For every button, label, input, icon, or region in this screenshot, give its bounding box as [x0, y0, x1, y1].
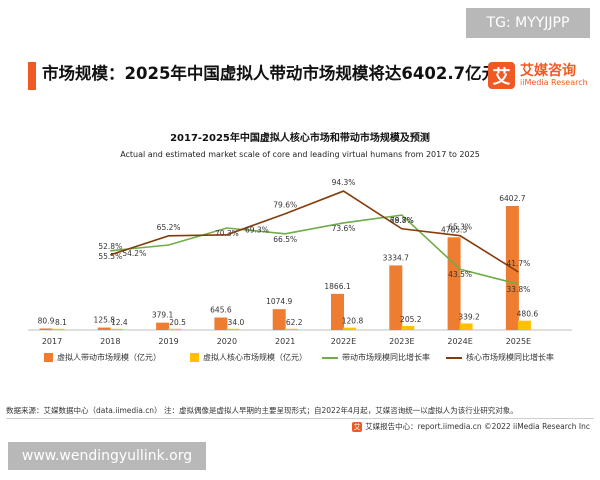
report-center-icon: 艾: [352, 422, 363, 432]
legend-swatch-orange: [44, 353, 53, 362]
bar-leading-market: [389, 265, 403, 330]
data-label-leading-growth: 43.5%: [448, 270, 472, 279]
x-tick-label: 2021: [275, 337, 295, 346]
chart-title: 2017-2025年中国虚拟人核心市场和带动市场规模及预测: [170, 133, 430, 144]
bar-leading-market: [214, 317, 228, 330]
data-label-core-market: 339.2: [458, 312, 480, 321]
x-tick-label: 2018: [100, 337, 120, 346]
iimedia-logo: 艾 艾媒咨询 iiMedia Research: [488, 62, 592, 90]
bar-leading-market: [39, 328, 53, 330]
legend-item-core-growth: 核心市场规模同比增长率: [446, 352, 554, 363]
watermark-bottom: www.wendingyullink.org: [8, 442, 206, 470]
data-label-core-growth: 52.8%: [98, 242, 122, 251]
data-label-core-market: 62.2: [286, 318, 303, 327]
data-label-core-market: 120.8: [342, 317, 364, 326]
data-label-leading-market: 1074.9: [266, 297, 292, 306]
legend-label: 虚拟人核心市场规模（亿元）: [203, 353, 307, 362]
footer-text: 艾媒报告中心：report.iimedia.cn ©2022 iiMedia R…: [365, 422, 590, 431]
legend-item-leading-growth: 带动市场规模同比增长率: [322, 352, 430, 363]
data-label-leading-market: 125.8: [94, 316, 116, 325]
bar-leading-market: [272, 309, 286, 330]
bar-core-market: [343, 327, 356, 330]
line-leading-growth: [110, 214, 519, 285]
bar-core-market: [401, 326, 415, 330]
data-label-core-growth: 94.3%: [332, 178, 356, 187]
data-label-leading-market: 645.6: [210, 305, 232, 314]
x-tick-label: 2025E: [506, 337, 531, 346]
legend-swatch-green-line: [322, 356, 338, 359]
bar-core-market: [459, 323, 473, 330]
data-label-core-growth: 69.8%: [390, 216, 414, 225]
logo-english-name: iiMedia Research: [520, 78, 588, 87]
data-label-core-market: 34.0: [228, 318, 245, 327]
data-label-leading-growth: 73.6%: [332, 224, 356, 233]
x-tick-label: 2019: [158, 337, 178, 346]
data-label-core-market: 480.6: [517, 310, 539, 319]
legend-swatch-brown-line: [446, 356, 462, 359]
data-label-core-market: 12.4: [111, 318, 128, 327]
legend-swatch-yellow: [190, 353, 199, 362]
chart-subtitle: Actual and estimated market scale of cor…: [120, 150, 480, 159]
bar-core-market: [109, 328, 123, 330]
data-label-leading-market: 80.9: [38, 316, 55, 325]
legend-label: 核心市场规模同比增长率: [466, 353, 554, 362]
data-label-core-growth: 79.6%: [273, 201, 297, 210]
bar-leading-market: [156, 322, 170, 330]
footer-credit: 艾艾媒报告中心：report.iimedia.cn ©2022 iiMedia …: [352, 421, 590, 432]
data-label-extra: 69.3%: [245, 226, 269, 235]
legend-item-leading-market: 虚拟人带动市场规模（亿元）: [44, 352, 161, 363]
bar-core-market: [168, 328, 182, 330]
x-tick-label: 2020: [217, 337, 237, 346]
data-label-core-growth: 41.7%: [506, 259, 530, 268]
source-note: 数据来源：艾媒数据中心（data.iimedia.cn） 注：虚拟偶像是虚拟人早…: [6, 406, 518, 415]
bar-core-market: [517, 320, 531, 330]
bar-core-market: [284, 328, 298, 330]
bar-core-market: [51, 328, 65, 330]
title-accent-bar: [28, 62, 36, 90]
data-label-leading-growth: 70.3%: [215, 229, 239, 238]
data-label-leading-market: 4785.3: [441, 225, 467, 234]
logo-name: 艾媒咨询: [520, 63, 576, 79]
watermark-top: TG: MYYJJPP: [466, 8, 590, 38]
data-label-leading-growth: 33.8%: [506, 285, 530, 294]
data-label-leading-growth: 78.7%: [390, 216, 414, 225]
x-tick-label: 2022E: [331, 337, 356, 346]
data-label-leading-market: 1866.1: [324, 282, 350, 291]
data-label-leading-market: 6402.7: [499, 194, 525, 203]
bar-leading-market: [97, 327, 111, 330]
bar-core-market: [226, 328, 240, 330]
footer-divider: [6, 418, 594, 419]
x-tick-label: 2023E: [389, 337, 414, 346]
data-label-leading-market: 3334.7: [383, 253, 409, 262]
legend-label: 虚拟人带动市场规模（亿元）: [57, 353, 161, 362]
legend-label: 带动市场规模同比增长率: [342, 353, 430, 362]
data-label-leading-growth: 55.5%: [98, 252, 122, 261]
legend-item-core-market: 虚拟人核心市场规模（亿元）: [190, 352, 307, 363]
page-title: 市场规模：2025年中国虚拟人带动市场规模将达6402.7亿元: [42, 64, 499, 83]
data-label-core-growth: 65.3%: [448, 223, 472, 232]
bar-leading-market: [331, 293, 344, 330]
x-tick-label: 2017: [42, 337, 62, 346]
line-core-growth: [110, 190, 519, 273]
data-label-leading-growth: 66.5%: [273, 235, 297, 244]
x-tick-label: 2024E: [447, 337, 472, 346]
data-label-core-growth: 65.2%: [157, 223, 181, 232]
data-label-core-market: 20.5: [169, 318, 186, 327]
data-label-core-market: 8.1: [55, 318, 67, 327]
data-label-core-market: 205.2: [400, 315, 422, 324]
data-label-extra: 54.2%: [122, 249, 146, 258]
logo-mark-icon: 艾: [488, 62, 515, 89]
data-label-leading-market: 379.1: [152, 311, 174, 320]
